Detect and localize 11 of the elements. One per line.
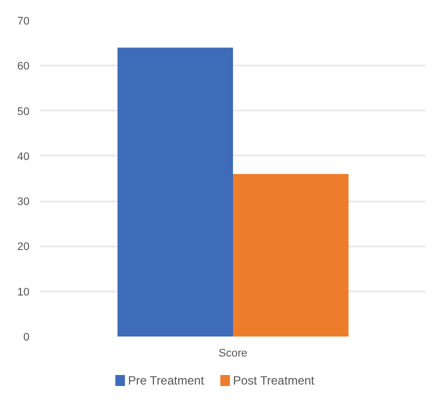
y-tick-label: 20 xyxy=(17,241,30,254)
y-tick-label: 30 xyxy=(17,196,30,208)
legend-label: Pre Treatment xyxy=(128,374,205,388)
y-tick-label: 40 xyxy=(17,150,30,163)
y-tick-label: 0 xyxy=(23,332,30,344)
y-tick-label: 60 xyxy=(17,60,30,73)
x-tick-label: Score xyxy=(218,348,248,360)
legend-label: Post Treatment xyxy=(233,374,316,388)
y-tick-label: 50 xyxy=(17,106,30,118)
y-tick-label: 70 xyxy=(17,16,30,28)
y-tick-label: 10 xyxy=(17,286,30,298)
